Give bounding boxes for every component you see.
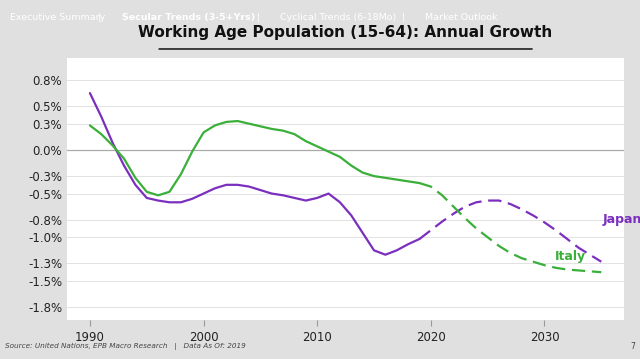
Text: |: | bbox=[89, 13, 110, 22]
Text: |: | bbox=[248, 13, 269, 22]
Text: Working Age Population (15-64): Annual Growth: Working Age Population (15-64): Annual G… bbox=[138, 25, 553, 40]
Text: |: | bbox=[392, 13, 414, 22]
Text: Executive Summary: Executive Summary bbox=[10, 13, 105, 22]
Text: Cyclical Trends (6-18Mo): Cyclical Trends (6-18Mo) bbox=[280, 13, 397, 22]
Text: Source: United Nations, EPB Macro Research   |   Data As Of: 2019: Source: United Nations, EPB Macro Resear… bbox=[5, 343, 246, 350]
Text: Market Outlook: Market Outlook bbox=[425, 13, 498, 22]
Text: Secular Trends (3-5+Yrs): Secular Trends (3-5+Yrs) bbox=[122, 13, 255, 22]
Text: Japan: Japan bbox=[603, 213, 640, 226]
Text: 7: 7 bbox=[630, 342, 635, 351]
Text: Italy: Italy bbox=[554, 250, 586, 262]
